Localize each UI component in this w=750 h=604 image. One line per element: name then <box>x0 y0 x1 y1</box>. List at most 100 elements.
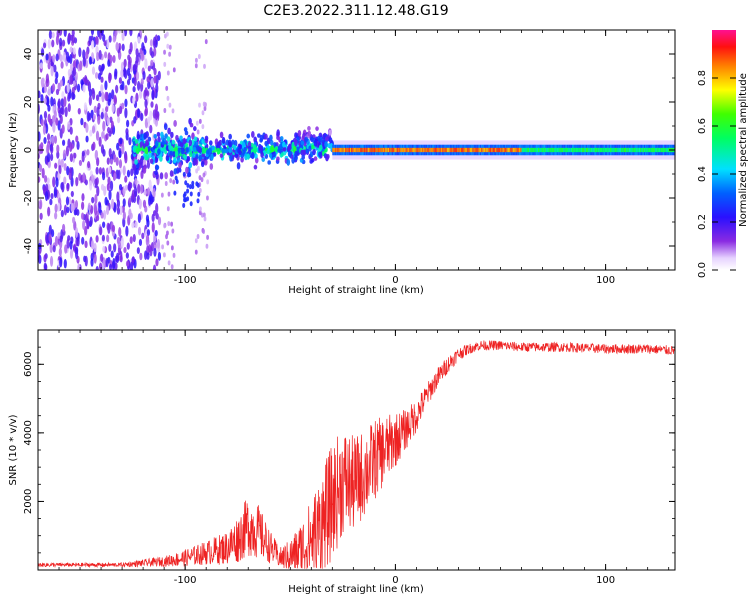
heatmap-cell <box>56 144 60 153</box>
heatmap-cell <box>241 141 246 147</box>
heatmap-band-core <box>394 147 396 153</box>
heatmap-cell <box>183 127 188 132</box>
heatmap-cell <box>49 255 54 267</box>
heatmap-band-core <box>420 147 423 153</box>
heatmap-band-core <box>655 147 657 153</box>
heatmap-cell <box>73 209 77 216</box>
heatmap-band-core <box>577 147 579 153</box>
heatmap-cell <box>52 122 56 133</box>
heatmap-cell <box>132 163 136 171</box>
heatmap-cell <box>146 160 150 169</box>
heatmap-cell <box>203 63 206 69</box>
heatmap-cell <box>171 228 175 234</box>
heatmap-cell <box>169 178 173 184</box>
heatmap-cell <box>112 257 116 269</box>
heatmap-band-core <box>503 147 506 153</box>
heatmap-cell <box>71 91 75 101</box>
heatmap-cell <box>149 158 154 164</box>
heatmap-cell <box>79 60 83 71</box>
heatmap-band-core <box>486 147 488 153</box>
heatmap-band-core <box>662 147 665 153</box>
heatmap-cell <box>170 221 174 227</box>
heatmap-band-core <box>635 147 637 153</box>
heatmap-band-core <box>476 147 478 153</box>
heatmap-band-core <box>652 147 655 153</box>
heatmap-cell <box>91 196 95 204</box>
heatmap-band-core <box>524 147 526 153</box>
heatmap-cell <box>128 208 132 219</box>
heatmap-cell <box>98 64 102 72</box>
heatmap-cell <box>109 54 113 64</box>
heatmap-band-core <box>585 147 588 153</box>
heatmap-cell <box>251 130 255 138</box>
heatmap-cell <box>77 263 81 270</box>
heatmap-cell <box>69 74 73 85</box>
heatmap-cell <box>169 170 174 177</box>
heatmap-band-core <box>466 147 468 153</box>
heatmap-cell <box>228 147 232 154</box>
heatmap-band-core <box>421 147 424 153</box>
heatmap-band-core <box>645 147 647 153</box>
heatmap-cell <box>100 76 104 83</box>
heatmap-cell <box>82 56 86 67</box>
heatmap-cell <box>63 30 67 38</box>
heatmap-cell <box>108 243 112 252</box>
heatmap-cell <box>173 158 177 164</box>
heatmap-band-core <box>375 147 377 153</box>
heatmap-band-core <box>537 147 540 153</box>
heatmap-cell <box>95 266 99 270</box>
heatmap-cell <box>54 203 58 213</box>
heatmap-cell <box>134 138 139 145</box>
heatmap-cell <box>108 189 112 201</box>
heatmap-cell <box>142 199 147 208</box>
heatmap-band-core <box>593 147 595 153</box>
heatmap-band-core <box>377 147 380 153</box>
heatmap-cell <box>125 252 129 259</box>
heatmap-band-core <box>630 147 632 153</box>
heatmap-cell <box>133 41 138 52</box>
heatmap-cell <box>216 147 221 155</box>
heatmap-cell <box>167 127 171 135</box>
heatmap-band-core <box>351 147 353 153</box>
heatmap-cell <box>123 30 128 37</box>
heatmap-band-core <box>341 147 343 153</box>
heatmap-cell <box>198 175 202 181</box>
heatmap-cell <box>47 161 51 169</box>
heatmap-cell <box>233 139 238 147</box>
heatmap-cell <box>153 247 157 257</box>
heatmap-cell <box>156 131 161 137</box>
heatmap-band-core <box>546 147 549 153</box>
heatmap-cell <box>58 247 62 257</box>
heatmap-cell <box>161 244 164 250</box>
heatmap-band-core <box>651 147 653 153</box>
heatmap-cell <box>50 144 54 154</box>
heatmap-cell <box>104 51 108 59</box>
heatmap-cell <box>193 126 197 132</box>
heatmap-cell <box>140 78 144 85</box>
heatmap-band-core <box>487 147 489 153</box>
heatmap-cell <box>219 153 224 158</box>
heatmap-cell <box>179 142 184 148</box>
heatmap-cell <box>195 57 198 63</box>
heatmap-cell <box>50 135 55 144</box>
heatmap-cell <box>81 201 85 211</box>
heatmap-cell <box>107 126 111 134</box>
heatmap-cell <box>186 182 190 188</box>
heatmap-cell <box>154 170 158 176</box>
heatmap-cell <box>157 148 161 155</box>
heatmap-cell <box>202 228 206 234</box>
heatmap-cell <box>166 206 170 212</box>
heatmap-cell <box>47 61 51 70</box>
heatmap-cell <box>102 120 106 132</box>
heatmap-cell <box>106 39 110 49</box>
heatmap-cell <box>159 172 164 180</box>
heatmap-band-core <box>619 147 622 153</box>
heatmap-band-core <box>435 147 438 153</box>
heatmap-cell <box>75 135 79 143</box>
heatmap-cell <box>240 152 245 159</box>
heatmap-cell <box>166 240 170 246</box>
heatmap-band-core <box>450 147 453 153</box>
heatmap-band-core <box>429 147 431 153</box>
heatmap-band-core <box>661 147 663 153</box>
heatmap-cell <box>48 118 53 126</box>
